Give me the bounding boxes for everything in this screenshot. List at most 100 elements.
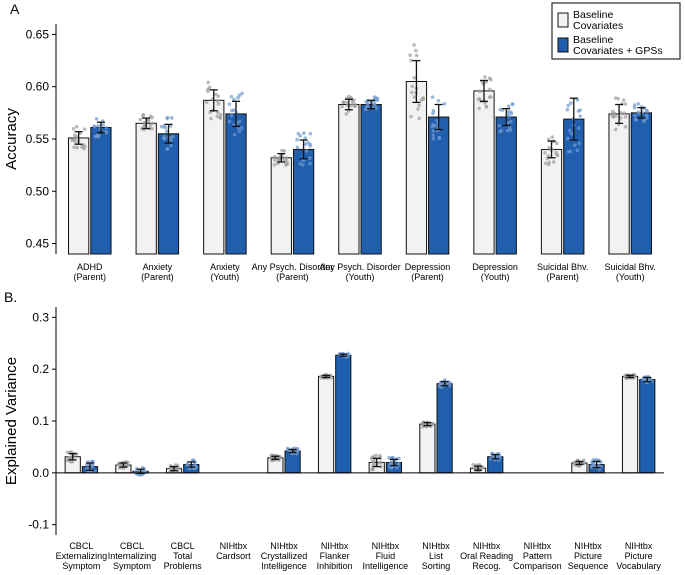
- panel-a-x-tick-label-4-1: (Youth): [346, 272, 375, 282]
- panel-a-point-s0-c5-3: [416, 107, 420, 111]
- panel-b-x-tick-label-3-1: Cardsort: [216, 551, 251, 561]
- panel-b-x-tick-label-8-1: Oral Reading: [460, 551, 513, 561]
- panel-a-point-s1-c2-17: [232, 108, 236, 112]
- panel-b-x-tick-label-6-1: Fluid: [376, 551, 396, 561]
- panel-a-point-s0-c4-16: [341, 100, 346, 104]
- panel-b-y-tick-label-0: -0.1: [28, 518, 49, 532]
- panel-a-point-s0-c6-14: [476, 97, 481, 102]
- panel-a-point-s1-c1-17: [168, 136, 173, 140]
- legend-label-1-0: Baseline: [573, 34, 613, 46]
- panel-b-point-s0-c11-15: [633, 374, 637, 379]
- panel-a-point-s0-c5-8: [412, 95, 417, 99]
- panel-a-x-tick-label-7-0: Suicidal Bhv.: [537, 262, 588, 272]
- panel-a-point-s0-c8-6: [610, 114, 615, 118]
- panel-a-x-tick-label-2-1: (Youth): [211, 272, 240, 282]
- panel-b-bar-s0-c5: [317, 375, 335, 474]
- panel-a-point-s1-c0-1: [96, 124, 101, 128]
- panel-a-point-s1-c6-5: [507, 114, 511, 119]
- panel-b-point-s1-c10-11: [597, 467, 602, 472]
- panel-a-point-s0-c2-16: [208, 110, 212, 115]
- panel-a-point-s0-c2-1: [216, 102, 221, 106]
- panel-b-point-s1-c7-12: [443, 378, 447, 382]
- panel-b-x-tick-label-5-2: Inhibition: [317, 561, 353, 571]
- legend-label-1-1: Covariates + GPSs: [573, 45, 663, 57]
- panel-a-point-s1-c5-13: [442, 102, 447, 106]
- panel-a-point-s0-c4-7: [340, 104, 344, 109]
- panel-a-point-s1-c3-6: [308, 131, 313, 136]
- panel-a-point-s1-c6-17: [508, 128, 513, 132]
- panel-a-point-s0-c7-0: [551, 160, 556, 164]
- panel-a-point-s1-c5-4: [431, 129, 436, 133]
- panel-b-point-s1-c0-10: [93, 469, 98, 473]
- panel-a-x-tick-label-3-0: Any Psych. Disorder: [252, 262, 334, 272]
- panel-a-point-s1-c8-5: [644, 113, 649, 117]
- panel-a-point-s1-c3-8: [295, 145, 300, 150]
- legend-label-0-1: Covariates: [573, 20, 623, 32]
- panel-b-x-tick-label-7-0: NIHtbx: [422, 541, 450, 551]
- panel-a-y-tick-label-2: 0.55: [26, 132, 50, 146]
- panel-a-x-tick-label-6-1: (Youth): [481, 272, 510, 282]
- panel-a-point-s0-c2-11: [215, 99, 220, 103]
- panel-a-y-tick-label-3: 0.60: [26, 80, 50, 94]
- panel-a-point-s0-c6-10: [477, 106, 481, 111]
- panel-a-point-s0-c0-9: [74, 140, 78, 145]
- panel-b-x-tick-label-9-0: NIHtbx: [524, 541, 552, 551]
- panel-a-point-s1-c7-3: [566, 103, 571, 108]
- panel-b-explained-variance-chart: B. Explained Variance -0.1 0.0 0.1 0.2 0.3 CBCL…: [3, 289, 664, 571]
- panel-a-x-tick-label-0-1: (Parent): [74, 272, 107, 282]
- panel-a-point-s0-c6-3: [478, 89, 482, 94]
- panel-b-x-tick-label-1-0: CBCL: [120, 541, 144, 551]
- panel-b-x-tick-label-6-2: Intelligence: [363, 561, 409, 571]
- panel-a-point-s1-c1-11: [162, 137, 167, 141]
- panel-a-point-s0-c1-6: [138, 117, 143, 122]
- panel-a-point-s1-c8-15: [636, 102, 641, 106]
- panel-a-point-s1-c1-13: [163, 126, 168, 130]
- legend-swatch-0: [557, 12, 569, 28]
- panel-b-x-tick-label-2-0: CBCL: [171, 541, 195, 551]
- panel-a-point-s0-c3-2: [273, 158, 277, 162]
- panel-a-point-s0-c0-16: [70, 138, 74, 143]
- panel-b-point-s0-c6-11: [378, 454, 382, 458]
- panel-a-point-s1-c8-3: [633, 113, 637, 118]
- panel-a-point-s1-c0-14: [97, 134, 101, 138]
- panel-a-point-s1-c7-15: [577, 141, 582, 146]
- legend-box: [551, 2, 681, 60]
- panel-a-x-tick-label-3-1: (Parent): [276, 272, 309, 282]
- panel-a-point-s0-c2-8: [215, 110, 220, 115]
- panel-a-point-s0-c4-3: [349, 103, 353, 108]
- panel-a-bar-s0-c3: [270, 157, 292, 255]
- panel-a-point-s0-c3-14: [284, 156, 289, 160]
- panel-a-point-s0-c5-17: [409, 90, 414, 95]
- panel-b-x-tick-label-11-0: NIHtbx: [625, 541, 653, 551]
- panel-b-x-tick-label-8-2: Recog.: [472, 561, 501, 571]
- panel-a-x-tick-label-1-0: Anxiety: [143, 262, 173, 272]
- panel-a-point-s0-c2-10: [218, 116, 223, 120]
- panel-a-point-s0-c7-11: [554, 150, 558, 155]
- panel-b-label: B.: [4, 289, 17, 305]
- panel-a-point-s1-c6-14: [509, 111, 514, 116]
- panel-a-point-s1-c0-4: [101, 123, 105, 127]
- panel-a-point-s1-c8-2: [632, 105, 637, 110]
- panel-a-point-s0-c4-14: [353, 104, 357, 108]
- panel-a-point-s1-c2-15: [239, 126, 244, 130]
- panel-a-point-s1-c4-6: [374, 106, 379, 110]
- panel-a-point-s1-c1-3: [164, 129, 169, 134]
- panel-a-point-s1-c4-13: [365, 102, 370, 107]
- panel-a-y-tick-label-4: 0.65: [26, 27, 50, 41]
- panel-a-point-s1-c8-6: [634, 118, 638, 122]
- panel-a-point-s1-c6-15: [499, 128, 504, 133]
- panel-b-point-s1-c5-14: [346, 351, 351, 356]
- panel-a-point-s0-c5-11: [410, 84, 414, 89]
- panel-a-point-s0-c4-13: [344, 112, 349, 116]
- panel-a-point-s1-c7-13: [568, 128, 572, 133]
- panel-a-point-s1-c0-9: [104, 126, 109, 130]
- panel-a-point-s0-c5-4: [417, 103, 421, 108]
- panel-a-point-s1-c0-5: [94, 116, 99, 121]
- panel-b-bar-s0-c11: [621, 375, 639, 474]
- panel-a-point-s1-c6-16: [498, 107, 503, 112]
- panel-a-point-s1-c5-5: [431, 133, 436, 137]
- panel-a-bar-s0-c7: [540, 148, 563, 255]
- panel-a-x-tick-label-4-0: Any Psych. Disorder: [319, 262, 401, 272]
- panel-a-point-s1-c2-13: [240, 91, 244, 96]
